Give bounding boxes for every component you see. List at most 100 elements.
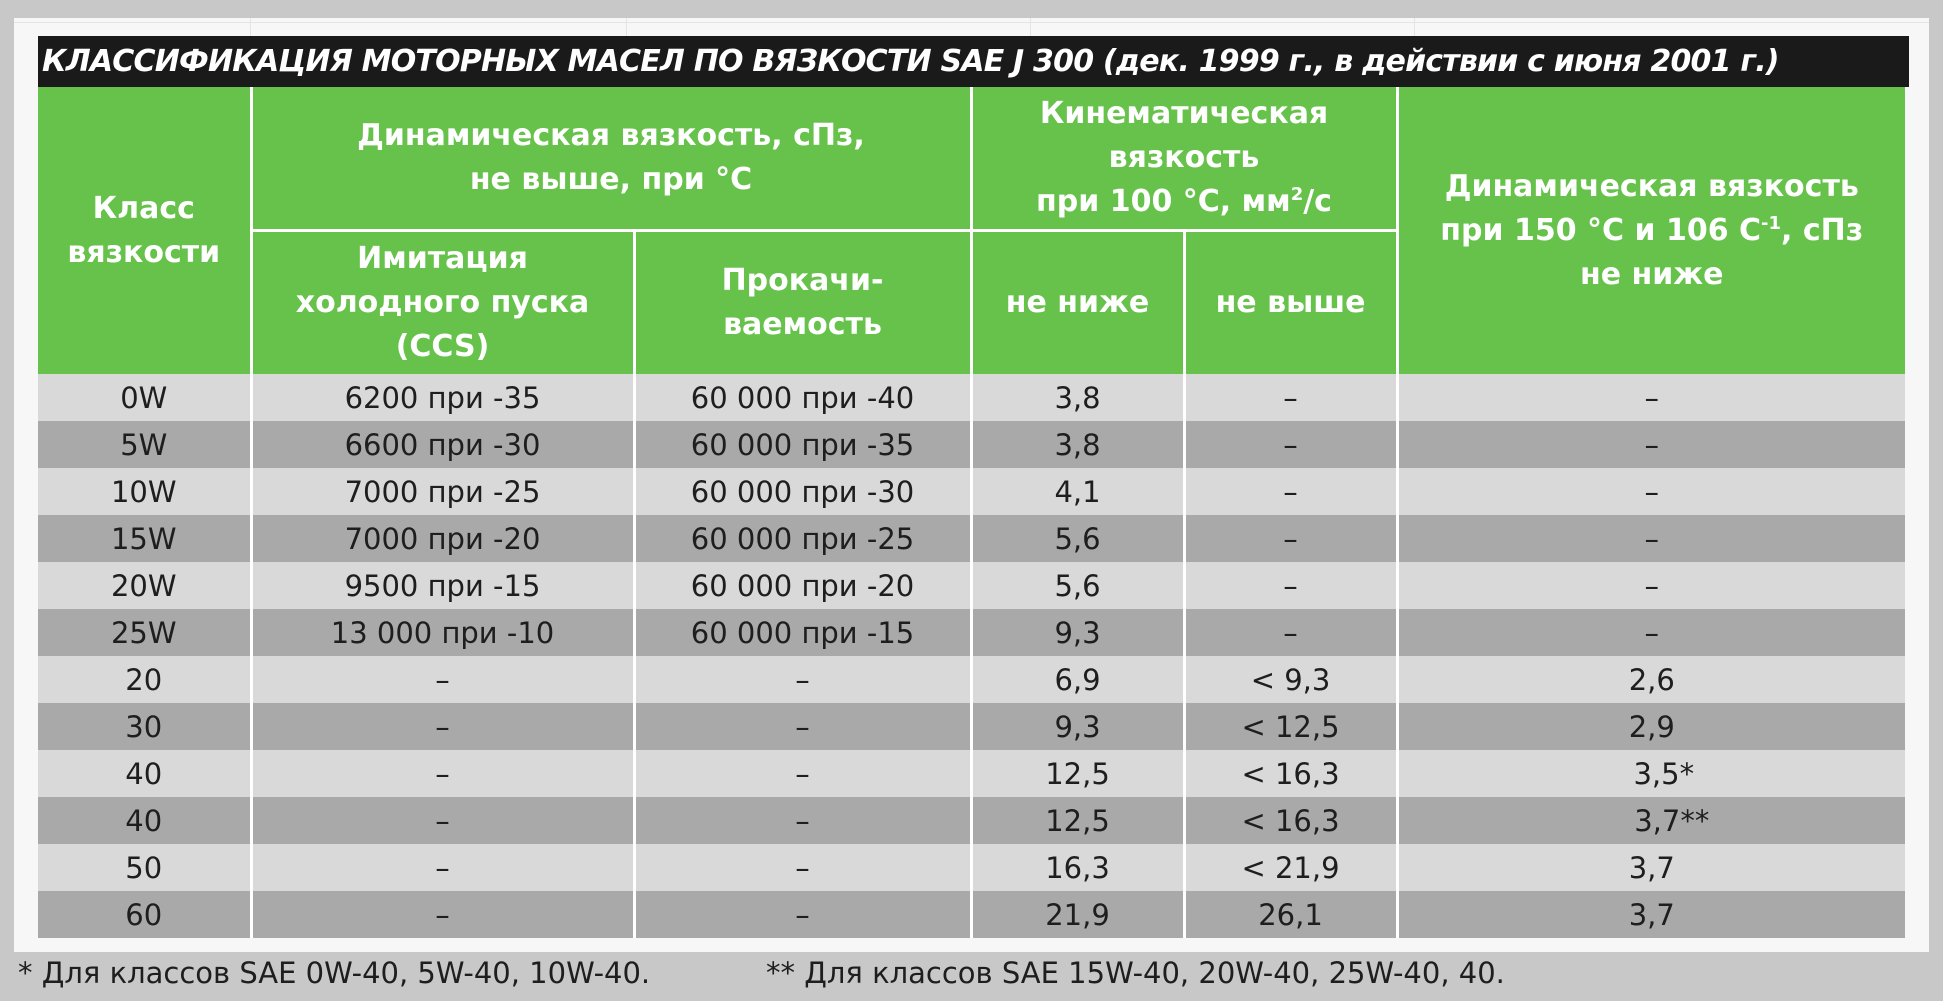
header-kin-units: при 100 °С, мм2/с	[973, 180, 1396, 224]
cell-ccs: 7000 при -25	[249, 468, 636, 515]
footnotes: * Для классов SAE 0W-40, 5W-40, 10W-40. …	[14, 950, 1929, 996]
cell-pump: 60 000 при -25	[632, 515, 973, 562]
table-row: 60 – – 21,9 26,1 3,7	[38, 891, 1906, 938]
header-ccs-line: Имитация	[357, 241, 528, 276]
cell-hths: 3,7**	[1395, 797, 1906, 844]
cell-hths: 3,5*	[1395, 750, 1906, 797]
header-pump-line: Прокачи-	[721, 263, 884, 298]
header-ccs-line: холодного пуска	[295, 285, 590, 320]
header-hths-line: не ниже	[1580, 256, 1724, 292]
cell-kin-max: –	[1182, 421, 1399, 468]
cell-ccs: –	[249, 656, 636, 703]
table-row: 30 – – 9,3 < 12,5 2,9	[38, 703, 1906, 750]
cell-pump: 60 000 при -35	[632, 421, 973, 468]
header-kin-units-suffix: /с	[1303, 184, 1332, 219]
cell-class: 10W	[38, 468, 253, 515]
footnote-single-star: * Для классов SAE 0W-40, 5W-40, 10W-40.	[18, 956, 651, 990]
table-row: 40 – – 12,5 < 16,3 3,7**	[38, 797, 1906, 844]
header-hths-line: при 150 °С и 106 С-1, сПз	[1399, 209, 1906, 253]
sheet-gridline	[1414, 18, 1415, 36]
header-viscosity-class: Класс вязкости	[38, 87, 253, 374]
header-kin-units-sup: 2	[1290, 184, 1304, 205]
cell-kin-min: 5,6	[969, 515, 1186, 562]
sheet-gridline	[250, 18, 251, 36]
cell-ccs: 6600 при -30	[249, 421, 636, 468]
cell-kin-max: –	[1182, 562, 1399, 609]
cell-kin-min: 4,1	[969, 468, 1186, 515]
cell-kin-min: 9,3	[969, 609, 1186, 656]
header-class-line: вязкости	[67, 234, 221, 270]
header-pump-line: ваемость	[723, 307, 882, 342]
cell-class: 25W	[38, 609, 253, 656]
cell-hths: –	[1395, 562, 1906, 609]
cell-class: 5W	[38, 421, 253, 468]
cell-ccs: 9500 при -15	[249, 562, 636, 609]
cell-hths: 3,7	[1395, 844, 1906, 891]
cell-hths: –	[1395, 421, 1906, 468]
cell-class: 40	[38, 750, 253, 797]
cell-class: 15W	[38, 515, 253, 562]
cell-class: 50	[38, 844, 253, 891]
header-pumpability: Прокачи- ваемость	[632, 230, 973, 374]
cell-kin-max: < 12,5	[1182, 703, 1399, 750]
header-hths-line: Динамическая вязкость	[1444, 168, 1859, 204]
cell-kin-min: 21,9	[969, 891, 1186, 938]
header-kin-line: Кинематическая	[1039, 96, 1329, 131]
cell-kin-max: –	[1182, 515, 1399, 562]
header-ccs-line: (CCS)	[395, 329, 490, 364]
cell-pump: 60 000 при -15	[632, 609, 973, 656]
cell-pump: –	[632, 750, 973, 797]
cell-pump: –	[632, 797, 973, 844]
cell-pump: –	[632, 656, 973, 703]
table-row: 20W 9500 при -15 60 000 при -20 5,6 – –	[38, 562, 1906, 609]
table-row: 50 – – 16,3 < 21,9 3,7	[38, 844, 1906, 891]
cell-ccs: 13 000 при -10	[249, 609, 636, 656]
header-kin-max: не выше	[1182, 230, 1399, 374]
cell-ccs: 7000 при -20	[249, 515, 636, 562]
header-hths-text: при 150 °С и 106 С	[1440, 212, 1762, 248]
cell-kin-max: –	[1182, 609, 1399, 656]
header-hths-sup: -1	[1761, 212, 1782, 234]
cell-kin-max: –	[1182, 468, 1399, 515]
cell-ccs: –	[249, 703, 636, 750]
cell-pump: 60 000 при -30	[632, 468, 973, 515]
cell-kin-min: 5,6	[969, 562, 1186, 609]
sheet-gridline	[1030, 18, 1031, 36]
cell-pump: –	[632, 844, 973, 891]
footnote-double-star: ** Для классов SAE 15W-40, 20W-40, 25W-4…	[766, 956, 1505, 990]
header-kin-units-text: при 100 °С, мм	[1036, 184, 1291, 219]
header-kin-line: вязкость	[1108, 140, 1260, 175]
cell-hths: –	[1395, 609, 1906, 656]
header-dyn-line: не выше, при °С	[469, 162, 753, 197]
cell-kin-min: 3,8	[969, 374, 1186, 421]
cell-class: 20W	[38, 562, 253, 609]
sheet-gridline	[626, 18, 627, 36]
cell-kin-min: 12,5	[969, 750, 1186, 797]
cell-class: 60	[38, 891, 253, 938]
header-kinematic-viscosity-group: Кинематическая вязкость при 100 °С, мм2/…	[969, 87, 1399, 232]
table-header-row: Класс вязкости Динамическая вязкость , сП…	[38, 87, 1906, 374]
cell-pump: –	[632, 703, 973, 750]
cell-ccs: –	[249, 891, 636, 938]
cell-hths: 2,9	[1395, 703, 1906, 750]
table-row: 25W 13 000 при -10 60 000 при -15 9,3 – …	[38, 609, 1906, 656]
cell-kin-min: 16,3	[969, 844, 1186, 891]
cell-kin-max: –	[1182, 374, 1399, 421]
header-hths-suffix: , сПз	[1781, 212, 1864, 248]
cell-kin-max: < 21,9	[1182, 844, 1399, 891]
cell-kin-max: < 16,3	[1182, 750, 1399, 797]
cell-hths: –	[1395, 374, 1906, 421]
header-hths-viscosity: Динамическая вязкость при 150 °С и 106 С…	[1395, 87, 1906, 374]
cell-kin-min: 3,8	[969, 421, 1186, 468]
table-row: 0W 6200 при -35 60 000 при -40 3,8 – –	[38, 374, 1906, 421]
viscosity-table: Класс вязкости Динамическая вязкость , сП…	[38, 87, 1906, 938]
header-class-line: Класс	[92, 190, 195, 226]
cell-kin-min: 6,9	[969, 656, 1186, 703]
cell-ccs: –	[249, 797, 636, 844]
cell-ccs: –	[249, 844, 636, 891]
table-title: КЛАССИФИКАЦИЯ МОТОРНЫХ МАСЕЛ ПО ВЯЗКОСТИ…	[38, 36, 1909, 87]
cell-kin-max: < 9,3	[1182, 656, 1399, 703]
cell-hths: 2,6	[1395, 656, 1906, 703]
sheet-gridline	[14, 22, 1929, 23]
cell-kin-max: < 16,3	[1182, 797, 1399, 844]
